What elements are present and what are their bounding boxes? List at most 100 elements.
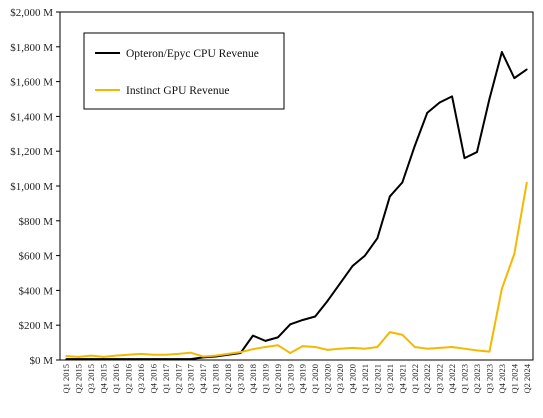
data-point	[289, 352, 292, 354]
data-point	[65, 355, 68, 358]
x-tick-label: Q4 2015	[99, 364, 109, 394]
y-tick-label: $1,400 M	[10, 111, 53, 123]
data-point	[202, 355, 205, 358]
data-point	[102, 358, 105, 361]
x-tick-label: Q1 2024	[509, 363, 519, 393]
data-point	[314, 315, 317, 318]
data-point	[364, 254, 366, 257]
data-point	[177, 353, 180, 355]
x-tick-label: Q3 2015	[86, 364, 96, 394]
data-point	[301, 319, 304, 321]
legend-label-1: Instinct GPU Revenue	[126, 85, 229, 97]
y-tick-label: $200 M	[18, 320, 53, 332]
x-tick-label: Q1 2022	[410, 364, 420, 394]
y-tick-label: $1,200 M	[10, 146, 53, 158]
x-tick-label: Q1 2016	[111, 364, 121, 394]
data-point	[239, 351, 242, 354]
x-tick-label: Q4 2017	[198, 364, 208, 394]
data-point	[376, 346, 379, 348]
data-point	[426, 112, 429, 114]
data-point	[140, 358, 142, 361]
data-point	[351, 346, 354, 349]
data-point	[264, 339, 267, 342]
data-point	[488, 98, 491, 100]
data-point	[65, 358, 68, 361]
data-point	[77, 355, 80, 358]
x-tick-label: Q3 2017	[186, 364, 196, 394]
x-tick-label: Q2 2023	[472, 364, 482, 394]
data-point	[500, 287, 503, 290]
x-tick-label: Q4 2018	[248, 364, 258, 394]
y-tick-label: $800 M	[18, 216, 53, 228]
x-tick-label: Q3 2018	[235, 364, 245, 394]
data-point	[102, 355, 105, 358]
data-point	[177, 358, 180, 361]
y-tick-label: $1,800 M	[10, 42, 53, 54]
x-tick-label: Q3 2016	[136, 364, 146, 394]
x-tick-label: Q2 2018	[223, 364, 233, 394]
x-tick-label: Q3 2019	[285, 364, 295, 394]
series-line-0	[66, 51, 528, 361]
x-tick-label: Q2 2024	[522, 363, 532, 393]
data-point	[451, 95, 453, 98]
data-point	[252, 334, 254, 337]
data-point	[90, 354, 93, 357]
data-point	[289, 323, 292, 326]
x-tick-label: Q3 2023	[484, 364, 494, 394]
x-tick-label: Q4 2022	[447, 364, 457, 394]
data-point	[189, 351, 192, 354]
y-tick-label: $1,000 M	[10, 181, 53, 193]
x-tick-label: Q4 2020	[348, 364, 358, 394]
data-point	[276, 344, 279, 347]
x-tick-label: Q3 2022	[435, 364, 445, 394]
data-point	[525, 181, 528, 184]
data-point	[364, 347, 366, 350]
data-point	[513, 252, 516, 255]
legend-box	[83, 32, 285, 110]
x-tick-label: Q3 2020	[335, 364, 345, 394]
data-point	[488, 350, 491, 353]
data-point	[214, 354, 217, 357]
y-tick-label: $1,600 M	[10, 77, 53, 89]
y-axis-ticks: $0 M $200 M $400 M $600 M $800 M $1,000 M $1,2…	[10, 7, 60, 367]
data-point	[264, 346, 267, 348]
x-tick-label: Q4 2016	[148, 364, 158, 394]
data-point	[500, 51, 503, 53]
data-point	[451, 346, 453, 348]
data-point	[339, 282, 341, 285]
data-point	[476, 349, 478, 352]
data-point	[413, 145, 416, 147]
legend: Opteron/Epyc CPU Revenue Instinct GPU Rev…	[83, 32, 285, 110]
series-line-1	[66, 182, 528, 358]
data-point	[127, 353, 130, 356]
data-point	[164, 358, 167, 361]
y-tick-label: $600 M	[18, 251, 53, 263]
x-tick-label: Q4 2021	[397, 364, 407, 394]
x-tick-label: Q2 2015	[74, 364, 84, 394]
x-tick-label: Q2 2017	[173, 364, 183, 394]
data-point	[140, 353, 142, 355]
x-tick-label: Q2 2016	[123, 364, 133, 394]
data-point	[438, 101, 441, 104]
data-point	[152, 358, 155, 361]
data-point	[252, 348, 254, 351]
y-tick-label: $2,000 M	[10, 7, 53, 19]
data-point	[388, 331, 391, 334]
x-tick-label: Q2 2019	[273, 364, 283, 394]
data-point	[476, 151, 478, 153]
x-tick-label: Q1 2021	[360, 364, 370, 394]
x-tick-label: Q2 2020	[323, 364, 333, 394]
data-point	[376, 237, 379, 240]
data-point	[127, 358, 130, 361]
data-point	[388, 195, 391, 198]
x-tick-label: Q1 2020	[310, 364, 320, 394]
plot-area-frame	[59, 11, 534, 361]
data-point	[339, 347, 341, 350]
legend-label-0: Opteron/Epyc CPU Revenue	[126, 48, 259, 60]
data-point	[513, 77, 516, 80]
data-point	[426, 347, 429, 350]
data-point	[152, 353, 155, 356]
x-tick-label: Q2 2021	[372, 364, 382, 394]
data-point	[115, 358, 117, 361]
